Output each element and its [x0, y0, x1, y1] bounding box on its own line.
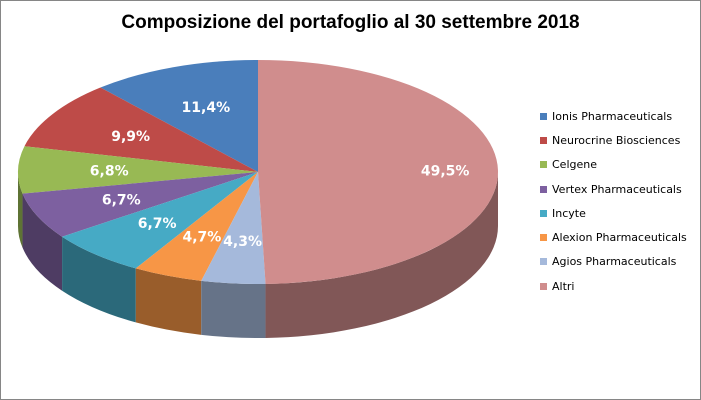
pie-label-0: 11,4%	[182, 100, 231, 116]
legend-label-7: Altri	[552, 279, 575, 293]
chart-title: Composizione del portafoglio al 30 sette…	[121, 12, 580, 33]
pie-label-1: 9,9%	[111, 129, 150, 145]
legend-swatch-0	[540, 112, 547, 120]
legend-item-3: Vertex Pharmaceuticals	[540, 177, 700, 201]
pie-label-4: 6,7%	[138, 216, 177, 232]
legend-label-1: Neurocrine Biosciences	[552, 133, 681, 147]
legend-label-3: Vertex Pharmaceuticals	[552, 182, 682, 196]
pie-side-7	[265, 172, 498, 338]
pie-slice-5	[135, 172, 258, 281]
legend-item-1: Neurocrine Biosciences	[540, 128, 700, 152]
legend-swatch-2	[540, 161, 547, 169]
pie-label-5: 4,7%	[183, 229, 222, 245]
legend-label-5: Alexion Pharmaceuticals	[552, 231, 687, 245]
pie-slice-1	[24, 87, 258, 172]
legend-item-5: Alexion Pharmaceuticals	[540, 225, 700, 249]
legend-swatch-5	[540, 234, 547, 242]
chart-legend: Ionis Pharmaceuticals Neurocrine Bioscien…	[540, 104, 700, 298]
legend-item-4: Incyte	[540, 201, 700, 225]
legend-label-0: Ionis Pharmaceuticals	[552, 109, 673, 123]
legend-label-2: Celgene	[552, 158, 597, 172]
legend-swatch-6	[540, 258, 547, 266]
legend-item-2: Celgene	[540, 153, 700, 177]
legend-item-7: Altri	[540, 274, 700, 298]
pie-side-6	[201, 280, 266, 339]
legend-item-6: Agios Pharmaceuticals	[540, 250, 700, 274]
legend-label-6: Agios Pharmaceuticals	[552, 255, 677, 269]
legend-label-4: Incyte	[552, 206, 586, 220]
legend-swatch-1	[540, 136, 547, 144]
legend-swatch-4	[540, 209, 547, 217]
pie-slice-4	[62, 172, 258, 269]
pie-label-3: 6,7%	[102, 192, 141, 208]
legend-item-0: Ionis Pharmaceuticals	[540, 104, 700, 128]
pie-slice-3	[22, 172, 259, 237]
pie-label-6: 4,3%	[223, 234, 262, 250]
pie-slice-6	[201, 172, 266, 285]
pie-side-3	[22, 193, 63, 291]
pie-side-4	[62, 236, 136, 323]
pie-side-5	[135, 268, 202, 335]
pie-slice-2	[18, 146, 258, 194]
pie-slice-0	[100, 60, 258, 172]
pie-slice-7	[258, 60, 498, 284]
legend-swatch-7	[540, 282, 547, 290]
pie-label-2: 6,8%	[90, 164, 129, 180]
legend-swatch-3	[540, 185, 547, 193]
pie-side-2	[18, 172, 23, 248]
pie-label-7: 49,5%	[421, 164, 470, 180]
